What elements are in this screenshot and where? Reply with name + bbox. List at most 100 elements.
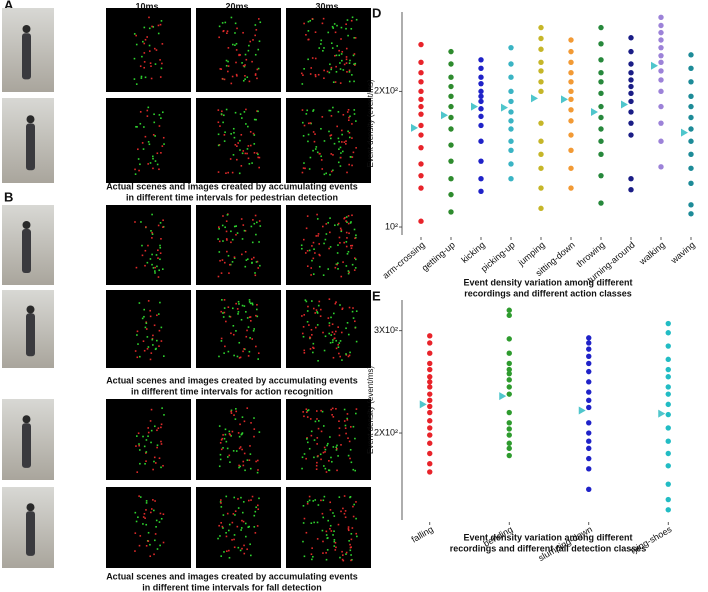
event-dot bbox=[158, 457, 161, 460]
event-dot bbox=[352, 425, 355, 428]
event-dot bbox=[322, 225, 324, 228]
event-dot bbox=[139, 163, 141, 166]
event-dot bbox=[233, 496, 236, 499]
event-dot bbox=[158, 521, 161, 523]
event-dot bbox=[241, 304, 244, 307]
event-dot bbox=[223, 134, 226, 136]
event-dot bbox=[318, 243, 321, 245]
event-dot bbox=[345, 62, 348, 64]
mean-marker bbox=[411, 123, 418, 132]
event-image bbox=[286, 290, 371, 368]
event-dot bbox=[316, 443, 318, 445]
event-dot bbox=[248, 301, 251, 303]
event-dot bbox=[304, 252, 307, 254]
event-dot bbox=[256, 110, 258, 112]
event-dot bbox=[247, 326, 250, 328]
event-dot bbox=[343, 495, 346, 497]
event-dot bbox=[303, 453, 306, 455]
event-dot bbox=[244, 78, 246, 80]
data-point bbox=[427, 440, 433, 446]
event-dot bbox=[330, 316, 332, 319]
data-point bbox=[586, 346, 592, 352]
event-dot bbox=[221, 77, 224, 80]
data-point bbox=[586, 430, 592, 436]
event-dot bbox=[150, 230, 152, 232]
data-point bbox=[506, 377, 512, 383]
event-dot bbox=[332, 169, 334, 172]
event-dot bbox=[246, 329, 248, 332]
event-dot bbox=[258, 220, 261, 222]
data-point bbox=[508, 138, 514, 144]
data-point bbox=[478, 93, 484, 100]
data-point bbox=[628, 175, 634, 182]
event-dot bbox=[223, 140, 226, 142]
person bbox=[26, 511, 35, 556]
data-point bbox=[506, 336, 512, 342]
data-point bbox=[427, 409, 433, 416]
event-dot bbox=[235, 73, 238, 76]
event-dot bbox=[306, 250, 309, 252]
event-dot bbox=[151, 237, 153, 239]
data-point bbox=[665, 401, 671, 408]
data-point bbox=[418, 132, 424, 138]
event-dot bbox=[316, 218, 319, 220]
event-dot bbox=[143, 315, 145, 318]
event-dot bbox=[227, 350, 230, 353]
event-background bbox=[286, 399, 371, 480]
event-image bbox=[196, 8, 281, 92]
event-dot bbox=[136, 471, 139, 473]
event-dot bbox=[309, 19, 312, 22]
event-dot bbox=[332, 27, 335, 29]
event-dot bbox=[355, 340, 358, 343]
event-dot bbox=[225, 108, 228, 111]
event-dot bbox=[239, 549, 242, 552]
event-dot bbox=[150, 352, 153, 354]
event-dot bbox=[134, 532, 137, 534]
event-dot bbox=[257, 48, 260, 51]
mean-marker bbox=[471, 102, 478, 111]
event-dot bbox=[149, 62, 152, 64]
event-dot bbox=[330, 134, 333, 136]
event-dot bbox=[345, 241, 348, 243]
event-dot bbox=[316, 461, 318, 464]
event-dot bbox=[347, 250, 350, 253]
event-dot bbox=[308, 324, 310, 326]
event-dot bbox=[351, 527, 354, 529]
event-dot bbox=[331, 323, 334, 326]
event-dot bbox=[153, 553, 155, 556]
event-dot bbox=[331, 25, 334, 28]
event-dot bbox=[241, 511, 244, 514]
event-dot bbox=[150, 508, 153, 510]
event-dot bbox=[225, 531, 227, 534]
event-dot bbox=[355, 18, 358, 21]
event-dot bbox=[149, 555, 152, 558]
event-dot bbox=[139, 111, 142, 113]
event-dot bbox=[239, 465, 241, 468]
event-dot bbox=[254, 532, 257, 534]
x-tick-label: arm-crossing bbox=[381, 240, 427, 281]
event-dot bbox=[226, 447, 229, 450]
event-dot bbox=[331, 407, 334, 410]
event-dot bbox=[348, 71, 351, 73]
data-point bbox=[508, 88, 514, 95]
event-dot bbox=[220, 448, 223, 451]
event-dot bbox=[153, 425, 156, 428]
event-dot bbox=[345, 265, 348, 267]
event-dot bbox=[147, 244, 149, 247]
event-dot bbox=[235, 408, 237, 410]
event-dot bbox=[138, 495, 140, 497]
event-dot bbox=[250, 320, 252, 322]
event-dot bbox=[302, 540, 304, 543]
event-dot bbox=[335, 339, 338, 342]
event-dot bbox=[245, 535, 247, 538]
event-dot bbox=[339, 156, 342, 159]
event-background bbox=[286, 487, 371, 568]
event-dot bbox=[253, 526, 256, 528]
event-dot bbox=[220, 502, 222, 504]
event-dot bbox=[354, 267, 357, 269]
event-dot bbox=[133, 33, 136, 35]
event-dot bbox=[244, 53, 247, 56]
data-point bbox=[658, 103, 664, 110]
panel-label: A bbox=[4, 0, 14, 12]
event-dot bbox=[336, 263, 338, 266]
